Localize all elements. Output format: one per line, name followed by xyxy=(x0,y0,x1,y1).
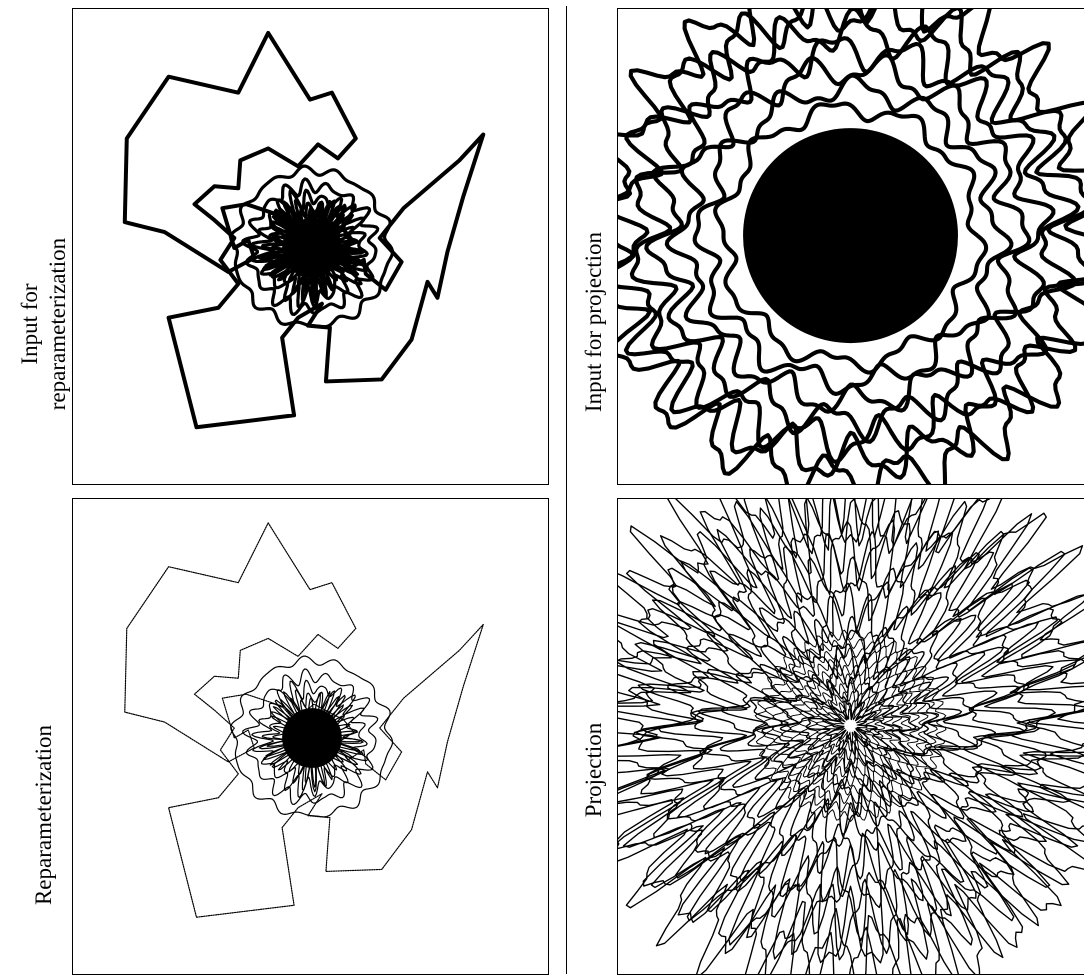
label-input-projection: Input for projection xyxy=(580,192,608,452)
curve-input-reparameterization xyxy=(122,30,486,430)
panel-projection xyxy=(617,498,1084,975)
curve-projection xyxy=(618,499,1084,974)
curve-input-projection xyxy=(618,9,1084,484)
panel-input-reparameterization xyxy=(72,8,549,485)
label-text: Reparameterization xyxy=(31,724,56,906)
label-text: Projection xyxy=(581,722,606,818)
label-projection: Projection xyxy=(580,700,608,840)
label-reparameterization: Reparameterization xyxy=(30,685,58,945)
curve-reparameterization xyxy=(124,522,484,918)
label-line-2: reparameterization xyxy=(45,237,70,411)
label-line-1: Input for xyxy=(17,283,42,365)
panel-reparameterization xyxy=(72,498,549,975)
label-text: Input for projection xyxy=(581,231,606,413)
panel-input-projection xyxy=(617,8,1084,485)
column-divider xyxy=(566,6,567,974)
label-input-reparameterization: Input for reparameterization xyxy=(16,174,72,474)
